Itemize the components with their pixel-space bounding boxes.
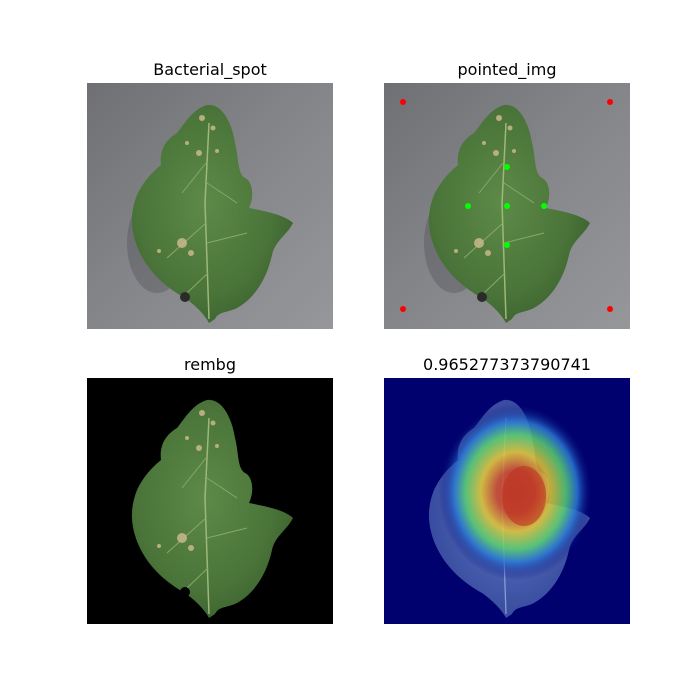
panel-title-rembg: rembg [184,355,236,374]
rembg-leaf-image [87,378,333,624]
heatmap-leaf-image [384,378,630,624]
corner-point-top-right [607,99,613,105]
leaf-point-top [504,164,510,170]
gradcam-heatmap [384,378,630,624]
leaf-point-center [504,203,510,209]
panel-title-pointed: pointed_img [457,60,557,79]
corner-point-bottom-right [607,306,613,312]
leaf-on-black [87,378,333,624]
panel-title-original: Bacterial_spot [153,60,267,79]
original-leaf-image [87,83,333,329]
panel-title-score: 0.965277373790741 [423,355,591,374]
pointed-leaf-image [384,83,630,329]
corner-point-top-left [400,99,406,105]
leaf-point-left [465,203,471,209]
leaf-point-right [541,203,547,209]
leaf-photo-with-points [384,83,630,329]
corner-point-bottom-left [400,306,406,312]
leaf-point-bottom [504,242,510,248]
leaf-photo [87,83,333,329]
